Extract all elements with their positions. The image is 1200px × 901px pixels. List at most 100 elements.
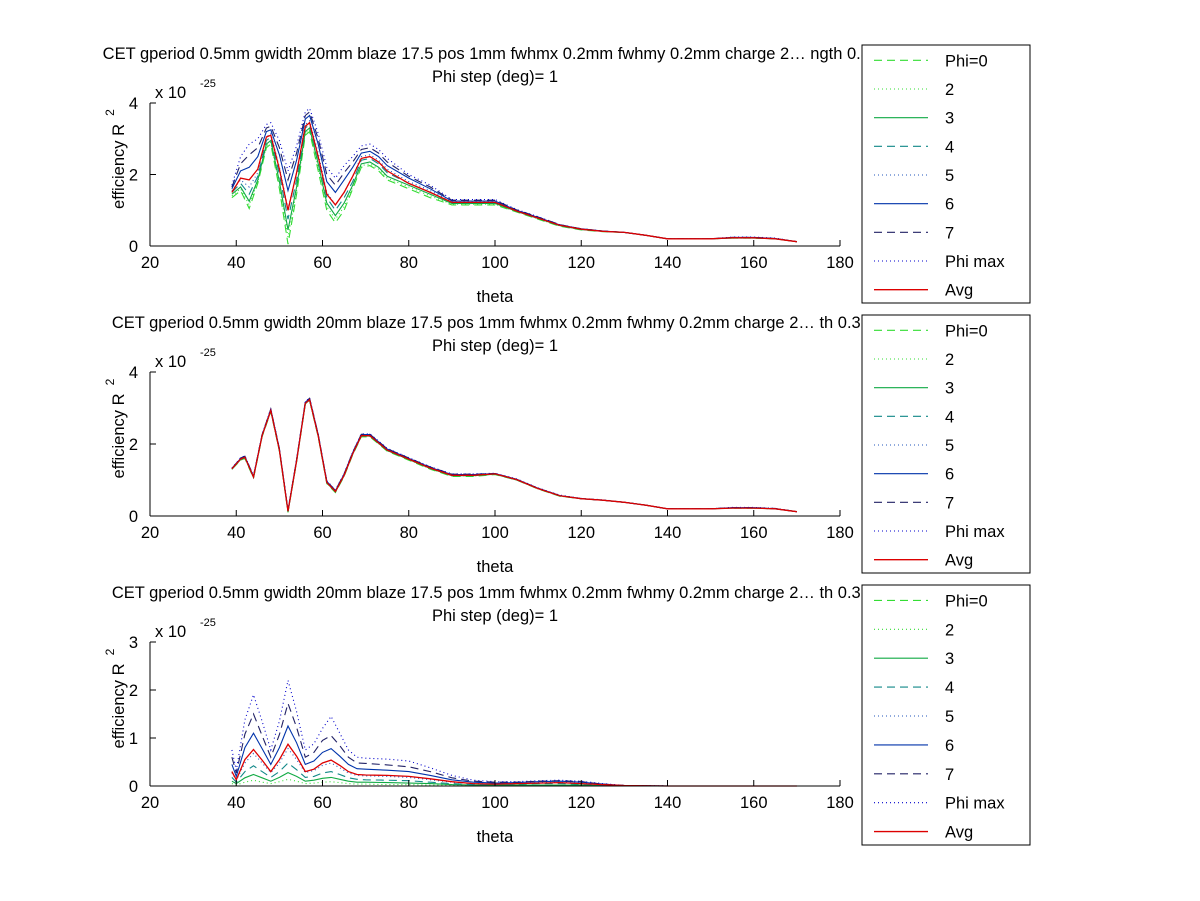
legend: Phi=0 2 3 4 5 6 7 Phi max Avg — [861, 44, 1031, 304]
series-line-7 — [231, 701, 797, 787]
series-line-7 — [231, 110, 797, 243]
x-axis-label: theta — [477, 828, 515, 846]
legend-box — [861, 314, 1031, 574]
legend: Phi=0 2 3 4 5 6 7 Phi max Avg — [861, 314, 1031, 574]
legend-entry-label: Phi max — [945, 253, 1005, 271]
x-tick-label: 80 — [400, 254, 418, 272]
legend-entry-label: 7 — [945, 494, 954, 512]
legend-entry-label: 5 — [945, 437, 954, 455]
y-tick-label: 1 — [129, 730, 138, 748]
legend-entry-label: 3 — [945, 380, 954, 398]
legend-entry-label: Avg — [945, 824, 973, 842]
series-line-4 — [231, 762, 797, 787]
legend-entry-label: Phi max — [945, 523, 1005, 541]
x-tick-label: 80 — [400, 794, 418, 812]
x-tick-label: 40 — [227, 794, 245, 812]
x-tick-label: 160 — [740, 254, 768, 272]
legend-entry-label: 4 — [945, 408, 954, 426]
x-tick-label: 120 — [567, 794, 595, 812]
y-axis-label: efficiency R — [110, 124, 128, 209]
x-tick-label: 180 — [826, 794, 854, 812]
x-tick-label: 100 — [481, 254, 509, 272]
y-axis-label-group: efficiency R 2 — [103, 109, 128, 209]
legend-entry-label: 6 — [945, 737, 954, 755]
y-tick-label: 0 — [129, 508, 138, 526]
y-axis-label-superscript: 2 — [103, 109, 117, 116]
x-tick-label: 80 — [400, 524, 418, 542]
legend-entry-label: 7 — [945, 766, 954, 784]
y-tick-label: 3 — [129, 634, 138, 652]
y-axis-label-group: efficiency R 2 — [103, 378, 128, 478]
legend-entry-label: Phi max — [945, 795, 1005, 813]
series-line-phi-max — [231, 680, 797, 787]
legend-entry-label: 2 — [945, 81, 954, 99]
y-scale-factor: x 10 — [155, 623, 186, 641]
y-scale-exponent: -25 — [200, 78, 216, 90]
y-scale-exponent: -25 — [200, 347, 216, 359]
series-line-avg — [231, 398, 797, 513]
series-line-avg — [231, 121, 797, 243]
y-axis-label: efficiency R — [110, 663, 128, 748]
plot-area — [150, 372, 840, 516]
legend-entry-label: Phi=0 — [945, 322, 988, 340]
y-axis-label-superscript: 2 — [103, 378, 117, 385]
legend-entry-label: 5 — [945, 708, 954, 726]
legend-entry-label: 4 — [945, 679, 954, 697]
x-tick-label: 120 — [567, 524, 595, 542]
y-axis-label-group: efficiency R 2 — [103, 648, 128, 748]
chart-title: CET gperiod 0.5mm gwidth 20mm blaze 17.5… — [112, 314, 878, 332]
subplot-1: CET gperiod 0.5mm gwidth 20mm blaze 17.5… — [103, 44, 1031, 306]
legend-entry-label: 5 — [945, 167, 954, 185]
x-tick-label: 60 — [313, 254, 331, 272]
subplot-3: CET gperiod 0.5mm gwidth 20mm blaze 17.5… — [103, 584, 1031, 846]
y-scale-factor: x 10 — [155, 353, 186, 371]
x-tick-label: 140 — [654, 794, 682, 812]
y-tick-label: 0 — [129, 778, 138, 796]
legend-entry-label: 6 — [945, 466, 954, 484]
legend-entry-label: 7 — [945, 224, 954, 242]
x-tick-label: 100 — [481, 524, 509, 542]
legend-box — [861, 584, 1031, 846]
x-tick-label: 180 — [826, 524, 854, 542]
x-axis-label: theta — [477, 288, 515, 306]
legend-entry-label: 4 — [945, 138, 954, 156]
y-scale-factor: x 10 — [155, 84, 186, 102]
legend-entry-label: Phi=0 — [945, 52, 988, 70]
x-tick-label: 40 — [227, 254, 245, 272]
x-tick-label: 100 — [481, 794, 509, 812]
legend-box — [861, 44, 1031, 304]
legend-entry-label: 3 — [945, 650, 954, 668]
x-tick-label: 20 — [141, 794, 159, 812]
series-line-avg — [231, 742, 797, 787]
plot-area — [150, 642, 840, 786]
y-axis-label-superscript: 2 — [103, 648, 117, 655]
y-tick-label: 0 — [129, 238, 138, 256]
chart-title: CET gperiod 0.5mm gwidth 20mm blaze 17.5… — [103, 45, 888, 63]
series-line-3 — [231, 771, 797, 787]
legend-entry-label: 2 — [945, 621, 954, 639]
x-tick-label: 140 — [654, 524, 682, 542]
legend: Phi=0 2 3 4 5 6 7 Phi max Avg — [861, 584, 1031, 846]
x-axis-label: theta — [477, 558, 515, 576]
legend-entry-label: Avg — [945, 282, 973, 300]
y-tick-label: 2 — [129, 682, 138, 700]
legend-entry-label: 2 — [945, 351, 954, 369]
y-tick-label: 2 — [129, 167, 138, 185]
legend-entry-label: Avg — [945, 552, 973, 570]
series-line-2 — [231, 778, 797, 787]
x-tick-label: 20 — [141, 524, 159, 542]
y-scale-exponent: -25 — [200, 617, 216, 629]
x-tick-label: 40 — [227, 524, 245, 542]
x-tick-label: 160 — [740, 524, 768, 542]
x-tick-label: 60 — [313, 794, 331, 812]
subplot-2: CET gperiod 0.5mm gwidth 20mm blaze 17.5… — [103, 314, 1031, 576]
chart-subtitle: Phi step (deg)= 1 — [432, 68, 558, 86]
chart-subtitle: Phi step (deg)= 1 — [432, 607, 558, 625]
x-tick-label: 120 — [567, 254, 595, 272]
legend-entry-label: 3 — [945, 110, 954, 128]
y-axis-label: efficiency R — [110, 393, 128, 478]
x-tick-label: 160 — [740, 794, 768, 812]
legend-entry-label: 6 — [945, 196, 954, 214]
x-tick-label: 60 — [313, 524, 331, 542]
